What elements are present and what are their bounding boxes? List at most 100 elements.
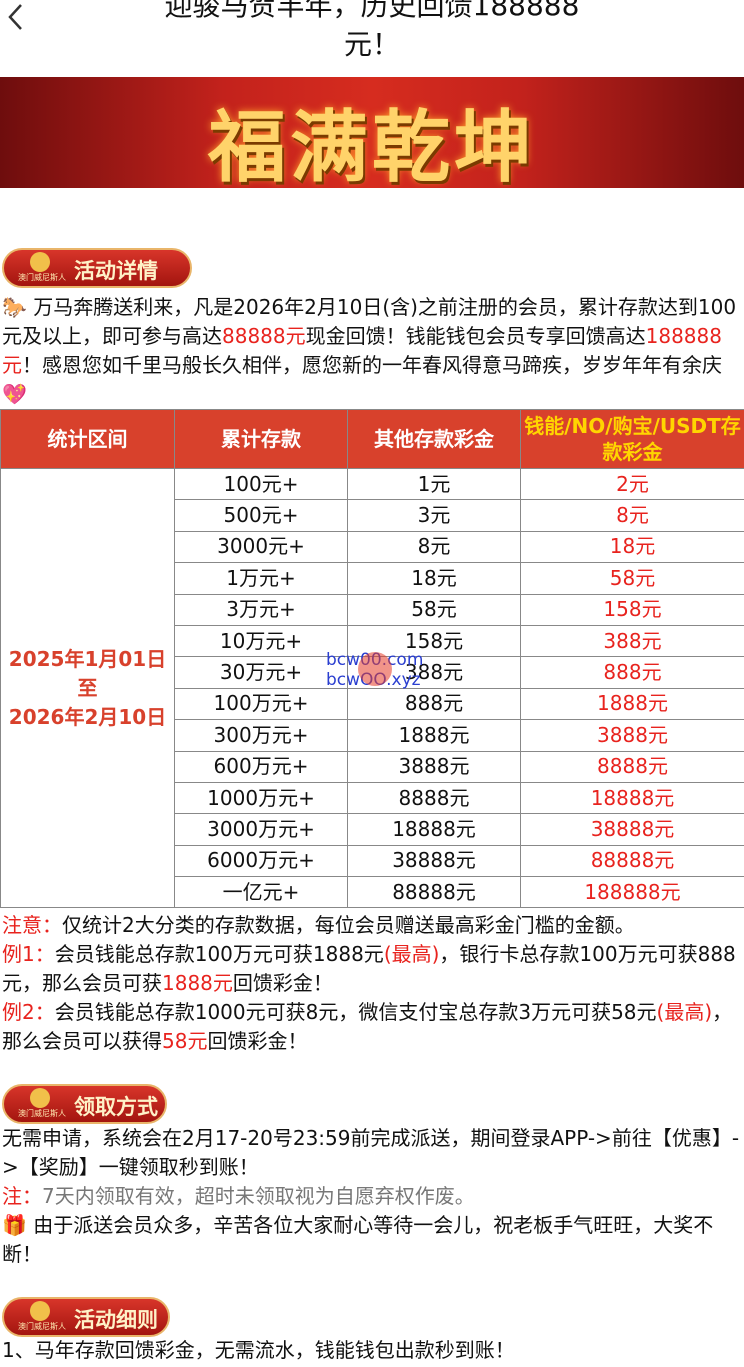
badge-brand: 澳门威尼斯人 bbox=[18, 273, 66, 282]
table-cell: 6000万元+ bbox=[174, 844, 348, 878]
banner-text: 福满乾坤 bbox=[207, 102, 536, 188]
text-segment: (最高) bbox=[656, 1000, 713, 1024]
text-segment: 例2： bbox=[2, 1000, 55, 1024]
column-header: 钱能/NO/购宝/USDT存款彩金 bbox=[520, 409, 744, 469]
column-header: 其他存款彩金 bbox=[347, 409, 521, 469]
period-line: 2026年2月10日 bbox=[8, 704, 167, 729]
text-segment: 7天内领取有效，超时未领取视为自愿弃权作废。 bbox=[42, 1184, 475, 1208]
banner: 福满乾坤 bbox=[0, 77, 744, 188]
text-segment: 188888元 bbox=[2, 324, 722, 377]
paragraph: 注意：仅统计2大分类的存款数据，每位会员赠送最高彩金门槛的金额。 bbox=[2, 911, 744, 940]
text-segment: ，那么会员可以获得 bbox=[2, 1000, 733, 1053]
table-cell: 88888元 bbox=[520, 844, 744, 878]
badge-label: 活动细则 bbox=[74, 1308, 158, 1332]
section-badge: 澳门威尼斯人 活动详情 bbox=[2, 248, 192, 288]
table-row: 2025年1月01日至 2026年2月10日 100元+ 1元 2元 bbox=[0, 467, 744, 909]
paragraph: 🎁 由于派送会员众多，辛苦各位大家耐心等待一会儿，祝老板手气旺旺，大奖不断！ bbox=[2, 1211, 744, 1269]
table-cell: 158元 bbox=[347, 624, 521, 658]
table-cell: 600万元+ bbox=[174, 750, 348, 783]
table-cell: 188888元 bbox=[520, 876, 744, 909]
table-cell: 10万元+ bbox=[174, 624, 348, 658]
text-segment: 现金回馈！钱能钱包会员专享回馈高达 bbox=[305, 324, 646, 348]
table-cell: 1000万元+ bbox=[174, 781, 348, 815]
text-segment: 回馈彩金！ bbox=[232, 971, 333, 995]
paragraph: 例2：会员钱能总存款1000元可获8元，微信支付宝总存款3万元可获58元(最高)… bbox=[2, 998, 744, 1056]
table-cell: 8元 bbox=[347, 530, 521, 564]
table-cell: 38888元 bbox=[347, 844, 521, 878]
claim: 无需申请，系统会在2月17-20号23:59前完成派送，期间登录APP->前往【… bbox=[2, 1124, 744, 1269]
text-segment: 🐎 万马奔腾送利来，凡是2026年2月10日(含)之前注册的会员，累计存款达到1… bbox=[2, 295, 737, 348]
table-cell: 18元 bbox=[520, 530, 744, 564]
table-row: 100万元+ 888元 1888元 bbox=[1, 687, 744, 721]
table-cell: 388元 bbox=[520, 624, 744, 658]
text-segment: 例1： bbox=[2, 942, 55, 966]
table-row: 500元+ 3元 8元 bbox=[1, 499, 744, 532]
header: 迎骏马贺丰年，历史回馈188888元！ bbox=[0, 0, 744, 76]
table-cell: 1万元+ bbox=[174, 562, 348, 595]
table-cell: 58元 bbox=[347, 593, 521, 626]
table-cell: 2元 bbox=[520, 467, 744, 501]
table-cell: 8888元 bbox=[520, 750, 744, 783]
text-segment: 🎁 由于派送会员众多，辛苦各位大家耐心等待一会儿，祝老板手气旺旺，大奖不断！ bbox=[2, 1213, 714, 1266]
table-cell: 18元 bbox=[347, 562, 521, 595]
table-cell: 1元 bbox=[347, 467, 521, 501]
reward-table: 统计区间 累计存款 其他存款彩金 钱能/NO/购宝/USDT存款彩金 2025年1月01… bbox=[0, 409, 744, 909]
text-segment: ！感恩您如千里马般长久相伴，愿您新的一年春风得意马蹄疾，岁岁年年有余庆💖 bbox=[2, 353, 722, 406]
text-segment: 注： bbox=[2, 1184, 42, 1208]
paragraph: 无需申请，系统会在2月17-20号23:59前完成派送，期间登录APP->前往【… bbox=[2, 1124, 744, 1182]
paragraph: 例1：会员钱能总存款100万元可获1888元(最高)，银行卡总存款100万元可获… bbox=[2, 940, 744, 998]
paragraph: 注：7天内领取有效，超时未领取视为自愿弃权作废。 bbox=[2, 1182, 744, 1211]
table-cell: 1888元 bbox=[520, 687, 744, 721]
badge-label: 领取方式 bbox=[74, 1095, 158, 1119]
badge-brand: 澳门威尼斯人 bbox=[18, 1109, 66, 1118]
text-segment: 58元 bbox=[162, 1029, 208, 1053]
badge-brand: 澳门威尼斯人 bbox=[18, 1322, 66, 1331]
table-cell: 30万元+ bbox=[174, 656, 348, 689]
table-cell: 500元+ bbox=[174, 499, 348, 532]
table-cell: 3888元 bbox=[520, 719, 744, 752]
period-line: 至 bbox=[77, 675, 98, 700]
column-header: 累计存款 bbox=[174, 409, 348, 469]
intro: 🐎 万马奔腾送利来，凡是2026年2月10日(含)之前注册的会员，累计存款达到1… bbox=[2, 293, 744, 409]
table-cell: 888元 bbox=[347, 687, 521, 721]
rules: 1、马年存款回馈彩金，无需流水，钱能钱包出款秒到账！ bbox=[2, 1336, 744, 1365]
table-cell: 8元 bbox=[520, 499, 744, 532]
table-row: 一亿元+ 88888元 188888元 bbox=[1, 876, 744, 909]
text-segment: 注意： bbox=[2, 913, 62, 937]
text-segment: 回馈彩金！ bbox=[207, 1029, 308, 1053]
back-button[interactable] bbox=[6, 2, 26, 32]
table-cell: 一亿元+ bbox=[174, 876, 348, 909]
table-cell: 3元 bbox=[347, 499, 521, 532]
table-row: 3000万元+ 18888元 38888元 bbox=[1, 813, 744, 846]
table-row: 600万元+ 3888元 8888元 bbox=[1, 750, 744, 783]
table-cell: 888元 bbox=[520, 656, 744, 689]
table-cell: 18888元 bbox=[520, 781, 744, 815]
table-cell: 3000元+ bbox=[174, 530, 348, 564]
table-cell: 8888元 bbox=[347, 781, 521, 815]
text-segment: ，银行卡总存款100万元可获888元，那么会员可获 bbox=[2, 942, 736, 995]
section-badge: 澳门威尼斯人 活动细则 bbox=[2, 1297, 170, 1337]
table-cell: 100万元+ bbox=[174, 687, 348, 721]
badge-label: 活动详情 bbox=[74, 259, 158, 283]
watermark: bcw00.combcwOO.xyz bbox=[326, 650, 423, 690]
notes: 注意：仅统计2大分类的存款数据，每位会员赠送最高彩金门槛的金额。 例1： 会员钱能总… bbox=[2, 911, 744, 1056]
text-segment: 无需申请，系统会在2月17-20号23:59前完成派送，期间登录APP->前往【… bbox=[2, 1126, 740, 1179]
period-line: 2025年1月01日 bbox=[8, 646, 167, 671]
table-cell: 300万元+ bbox=[174, 719, 348, 752]
column-header: 统计区间 bbox=[0, 409, 175, 469]
table-cell: 38888元 bbox=[520, 813, 744, 846]
text-segment: (最高) bbox=[383, 942, 440, 966]
period-cell: 2025年1月01日至 2026年2月10日 bbox=[0, 467, 175, 909]
table-row: 1000万元+ 8888元 18888元 bbox=[1, 781, 744, 815]
table-cell: 158元 bbox=[520, 593, 744, 626]
text-segment: 会员钱能总存款1000元可获8元，微信支付宝总存款3万元可获58元 bbox=[54, 1000, 657, 1024]
table-cell: 3万元+ bbox=[174, 593, 348, 626]
section-badge: 澳门威尼斯人 领取方式 bbox=[2, 1084, 167, 1124]
table-row: 6000万元+ 38888元 88888元 bbox=[1, 844, 744, 878]
table-cell: 3888元 bbox=[347, 750, 521, 783]
table-cell: 3000万元+ bbox=[174, 813, 348, 846]
table-cell: 100元+ bbox=[174, 467, 348, 501]
text-segment: 1888元 bbox=[162, 971, 233, 995]
text-segment: 1、马年存款回馈彩金，无需流水，钱能钱包出款秒到账！ bbox=[2, 1338, 515, 1362]
